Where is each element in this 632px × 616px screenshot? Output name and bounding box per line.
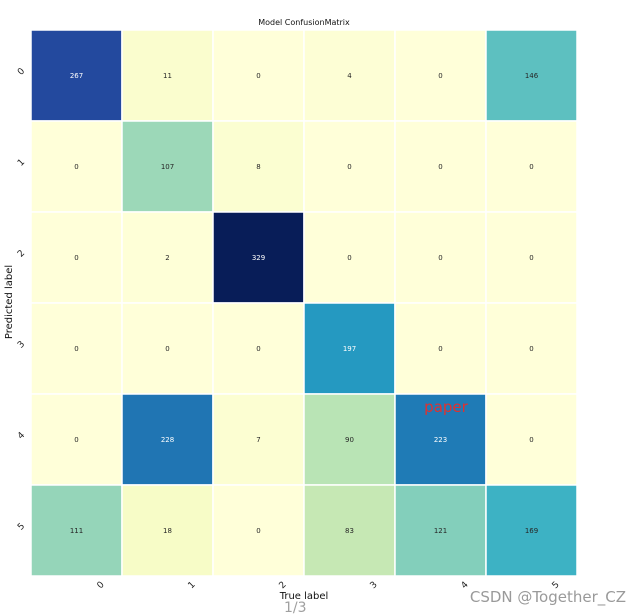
cell-value-r2-c0: 0	[74, 254, 78, 262]
cell-r2-c1	[121, 211, 214, 304]
cell-value-r4-c2: 7	[256, 436, 260, 444]
cell-r5-c3	[303, 484, 396, 577]
cell-r2-c3	[303, 211, 396, 304]
y-tick-label-3: 3	[16, 340, 27, 351]
cell-value-r2-c2: 329	[252, 254, 265, 262]
cell-value-r1-c4: 0	[438, 163, 442, 171]
x-tick-label-3: 3	[369, 580, 380, 591]
cell-value-r5-c2: 0	[256, 527, 260, 535]
cell-r4-c0	[30, 393, 123, 486]
cell-value-r2-c5: 0	[529, 254, 533, 262]
cell-r1-c3	[303, 120, 396, 213]
cell-value-r5-c3: 83	[345, 527, 354, 535]
y-tick-label-1: 1	[16, 158, 27, 169]
x-tick-label-5: 5	[551, 580, 562, 591]
cell-value-r2-c4: 0	[438, 254, 442, 262]
cell-value-r4-c5: 0	[529, 436, 533, 444]
cell-r4-c3	[303, 393, 396, 486]
page-indicator: 1/3	[284, 600, 307, 616]
cell-r3-c1	[121, 302, 214, 395]
cell-value-r5-c5: 169	[525, 527, 538, 535]
cell-r4-c4	[394, 393, 487, 486]
cell-r0-c5	[485, 29, 578, 122]
y-tick-label-5: 5	[16, 522, 27, 533]
cell-value-r0-c0: 267	[70, 72, 83, 80]
cell-r2-c4	[394, 211, 487, 304]
cell-r3-c0	[30, 302, 123, 395]
x-axis-ticks: 0 1 2 3 4 5	[96, 580, 562, 591]
chart-title: Model ConfusionMatrix	[258, 18, 350, 27]
cell-r5-c5	[485, 484, 578, 577]
cell-value-r3-c0: 0	[74, 345, 78, 353]
cell-value-r0-c3: 4	[347, 72, 352, 80]
cell-value-r3-c1: 0	[165, 345, 169, 353]
cell-r3-c2	[212, 302, 305, 395]
x-tick-label-2: 2	[278, 580, 289, 591]
cell-r3-c3	[303, 302, 396, 395]
cell-r5-c0	[30, 484, 123, 577]
cell-value-r4-c1: 228	[161, 436, 174, 444]
cell-r0-c0	[30, 29, 123, 122]
cell-r5-c4	[394, 484, 487, 577]
y-tick-label-2: 2	[16, 249, 27, 260]
x-tick-label-1: 1	[187, 580, 198, 591]
cell-value-r4-c3: 90	[345, 436, 354, 444]
x-tick-label-4: 4	[460, 580, 471, 591]
cell-value-r1-c2: 8	[256, 163, 260, 171]
paper-overlay-text: paper	[424, 398, 468, 416]
cell-r1-c1	[121, 120, 214, 213]
cell-value-r3-c3: 197	[343, 345, 356, 353]
cell-value-r0-c1: 11	[163, 72, 172, 80]
cell-r4-c2	[212, 393, 305, 486]
cell-value-r5-c1: 18	[163, 527, 172, 535]
watermark-text: CSDN @Together_CZ	[469, 588, 626, 606]
cell-value-r5-c4: 121	[434, 527, 447, 535]
cell-value-r1-c3: 0	[347, 163, 351, 171]
cell-value-r3-c5: 0	[529, 345, 533, 353]
cell-value-r2-c1: 2	[165, 254, 169, 262]
x-tick-label-0: 0	[96, 580, 107, 591]
y-tick-label-0: 0	[16, 66, 27, 77]
x-axis-label: True label	[279, 591, 329, 602]
cell-r0-c1	[121, 29, 214, 122]
cell-value-r2-c3: 0	[347, 254, 351, 262]
cell-r3-c5	[485, 302, 578, 395]
cell-r2-c5	[485, 211, 578, 304]
heatmap-cells: 267 11 0 4 0 146 0 107 8 0 0 0 0 2 329 0 0 0 0 0 0 197 0 0 0 228 7…	[30, 29, 578, 577]
cell-value-r0-c2: 0	[256, 72, 260, 80]
cell-value-r4-c4: 223	[434, 436, 447, 444]
cell-value-r4-c0: 0	[74, 436, 78, 444]
cell-value-r3-c2: 0	[256, 345, 260, 353]
cell-value-r3-c4: 0	[438, 345, 442, 353]
cell-value-r1-c0: 0	[74, 163, 78, 171]
cell-value-r1-c5: 0	[529, 163, 533, 171]
y-tick-label-4: 4	[16, 430, 27, 441]
cell-r1-c5	[485, 120, 578, 213]
y-axis-label: Predicted label	[4, 265, 15, 339]
cell-r4-c5	[485, 393, 578, 486]
cell-r0-c2	[212, 29, 305, 122]
cell-value-r5-c0: 111	[70, 527, 83, 535]
y-axis-ticks: 0 1 2 3 4 5	[16, 66, 27, 532]
cell-value-r0-c5: 146	[525, 72, 539, 80]
cell-value-r0-c4: 0	[438, 72, 442, 80]
cell-value-r1-c1: 107	[161, 163, 174, 171]
cell-r3-c4	[394, 302, 487, 395]
